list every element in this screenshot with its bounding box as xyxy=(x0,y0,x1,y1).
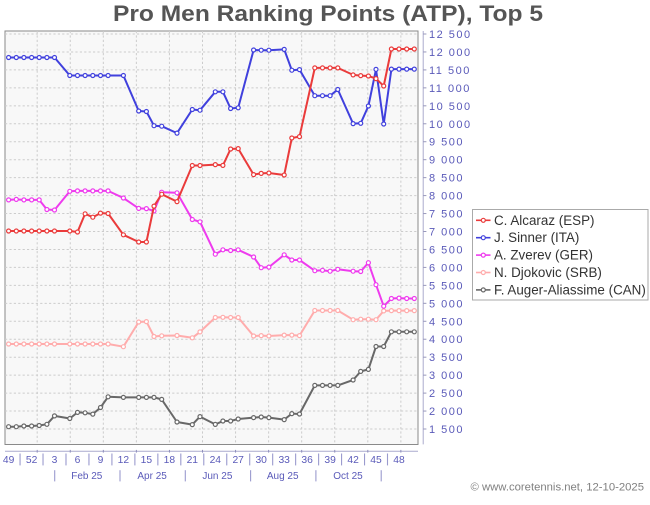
svg-text:27: 27 xyxy=(232,455,244,466)
svg-text:8 000: 8 000 xyxy=(429,191,464,203)
svg-text:Feb 25: Feb 25 xyxy=(71,471,103,482)
svg-text:15: 15 xyxy=(141,455,153,466)
svg-text:F. Auger-Aliassime (CAN): F. Auger-Aliassime (CAN) xyxy=(494,282,646,297)
svg-text:4 000: 4 000 xyxy=(429,334,464,346)
svg-text:4 500: 4 500 xyxy=(429,316,464,328)
svg-text:18: 18 xyxy=(164,455,176,466)
svg-text:2 000: 2 000 xyxy=(429,406,464,418)
svg-text:7 000: 7 000 xyxy=(429,227,464,239)
svg-text:7 500: 7 500 xyxy=(429,209,464,221)
svg-text:N. Djokovic (SRB): N. Djokovic (SRB) xyxy=(494,265,602,280)
svg-text:Oct 25: Oct 25 xyxy=(333,471,363,482)
svg-text:21: 21 xyxy=(187,455,199,466)
svg-text:9: 9 xyxy=(98,455,104,466)
svg-text:33: 33 xyxy=(278,455,290,466)
svg-text:36: 36 xyxy=(301,455,313,466)
svg-text:48: 48 xyxy=(393,455,405,466)
svg-text:J. Sinner (ITA): J. Sinner (ITA) xyxy=(494,230,579,245)
svg-text:9 000: 9 000 xyxy=(429,155,464,167)
svg-text:10 000: 10 000 xyxy=(429,119,472,131)
svg-text:Aug 25: Aug 25 xyxy=(267,471,299,482)
svg-text:52: 52 xyxy=(26,455,38,466)
svg-text:A. Zverev (GER): A. Zverev (GER) xyxy=(494,248,593,263)
svg-text:12 500: 12 500 xyxy=(429,29,472,41)
svg-text:12 000: 12 000 xyxy=(429,47,472,59)
svg-text:12: 12 xyxy=(118,455,130,466)
svg-text:3 000: 3 000 xyxy=(429,370,464,382)
svg-text:45: 45 xyxy=(370,455,382,466)
svg-text:10 500: 10 500 xyxy=(429,101,472,113)
svg-text:Jun 25: Jun 25 xyxy=(202,471,232,482)
svg-text:2 500: 2 500 xyxy=(429,388,464,400)
svg-text:1 500: 1 500 xyxy=(429,424,464,436)
svg-text:39: 39 xyxy=(324,455,336,466)
svg-text:C. Alcaraz (ESP): C. Alcaraz (ESP) xyxy=(494,213,594,228)
svg-text:8 500: 8 500 xyxy=(429,173,464,185)
svg-text:9 500: 9 500 xyxy=(429,137,464,149)
svg-text:3 500: 3 500 xyxy=(429,352,464,364)
svg-text:Apr 25: Apr 25 xyxy=(137,471,167,482)
svg-text:42: 42 xyxy=(347,455,359,466)
svg-text:11 000: 11 000 xyxy=(429,83,471,95)
svg-text:3: 3 xyxy=(52,455,58,466)
svg-text:30: 30 xyxy=(255,455,267,466)
svg-text:11 500: 11 500 xyxy=(429,65,471,77)
svg-text:49: 49 xyxy=(3,455,15,466)
svg-text:6 500: 6 500 xyxy=(429,245,464,257)
svg-text:5 500: 5 500 xyxy=(429,280,464,292)
svg-text:5 000: 5 000 xyxy=(429,298,464,310)
svg-text:© www.coretennis.net, 12-10-20: © www.coretennis.net, 12-10-2025 xyxy=(471,482,644,494)
svg-text:6: 6 xyxy=(75,455,81,466)
svg-text:24: 24 xyxy=(210,455,222,466)
svg-text:Pro Men Ranking Points (ATP),: Pro Men Ranking Points (ATP), Top 5 xyxy=(113,1,543,26)
svg-text:6 000: 6 000 xyxy=(429,262,464,274)
